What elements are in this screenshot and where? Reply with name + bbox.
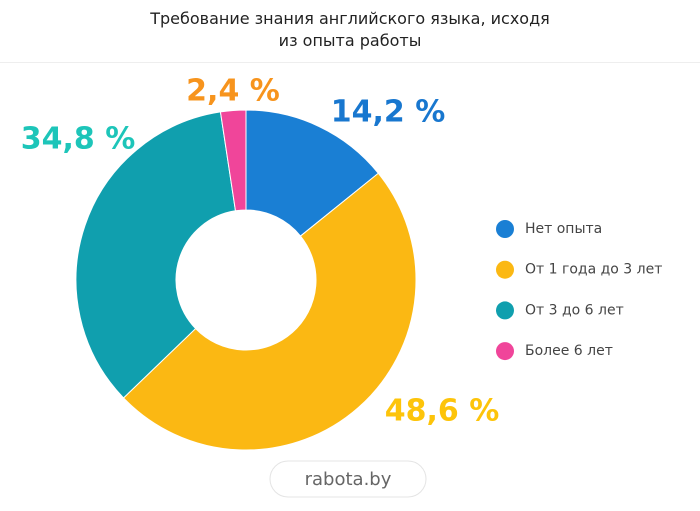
source-badge <box>269 460 427 498</box>
legend-marker <box>496 301 514 320</box>
divider <box>0 62 700 63</box>
data-label: 34,8 % <box>21 122 136 157</box>
legend-label: От 1 года до 3 лет <box>525 262 662 278</box>
legend-label: Нет опыта <box>525 221 602 237</box>
chart-title: Требование знания английского языка, исх… <box>150 9 550 50</box>
legend-marker <box>496 342 514 361</box>
donut-slice <box>219 109 247 212</box>
donut-slice <box>245 109 380 237</box>
legend-label: Более 6 лет <box>525 343 613 359</box>
legend-marker <box>496 220 514 238</box>
legend-marker <box>496 260 514 279</box>
donut-slice <box>122 172 417 451</box>
source: rabota.by <box>305 469 392 490</box>
data-label: 48,6 % <box>385 394 500 429</box>
data-label: 14,2 % <box>331 95 446 130</box>
data-label: 2,4 % <box>186 74 280 109</box>
legend-label: От 3 до 6 лет <box>525 302 624 318</box>
donut-slice <box>75 111 237 399</box>
